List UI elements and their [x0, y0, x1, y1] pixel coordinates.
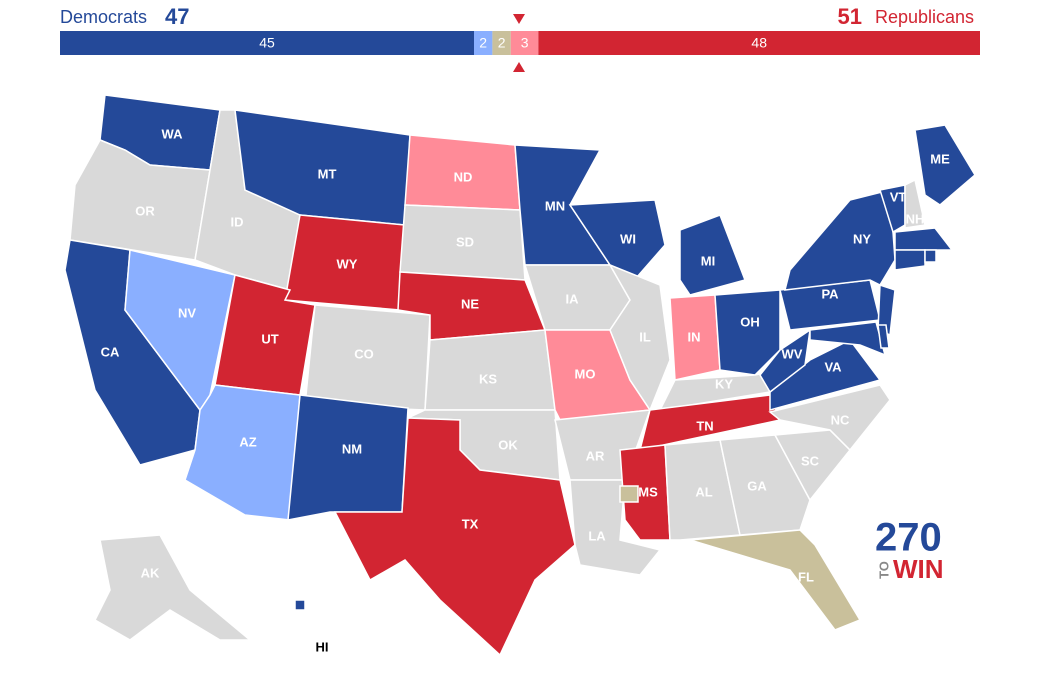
state-label: WY [337, 256, 358, 271]
state[interactable] [904, 178, 926, 229]
rep-total: 51 [838, 4, 862, 29]
state-label: AR [586, 448, 605, 463]
state-label: MT [318, 166, 337, 181]
state-label: AK [141, 565, 160, 580]
state-label: TX [462, 516, 479, 531]
state-label: IL [639, 329, 651, 344]
state-label: WA [162, 126, 184, 141]
state-label: NM [342, 441, 362, 456]
state-label: ID [231, 214, 244, 229]
state[interactable] [608, 263, 671, 412]
state[interactable] [877, 324, 890, 349]
state-label: NC [831, 412, 850, 427]
state[interactable] [784, 189, 896, 291]
state-label: WV [782, 346, 803, 361]
state[interactable] [619, 485, 639, 503]
state[interactable] [94, 534, 253, 641]
logo-to: TO [876, 561, 891, 579]
state-label: NH [906, 211, 925, 226]
seat-count: 48 [751, 35, 767, 51]
state-label: HI [316, 639, 329, 654]
state-label: KS [479, 371, 497, 386]
seat-count: 3 [521, 35, 529, 51]
state-label: PA [821, 286, 839, 301]
state[interactable] [679, 214, 746, 296]
seat-count: 2 [498, 35, 506, 51]
state-label: CO [354, 346, 374, 361]
state-label: SC [801, 453, 820, 468]
state-label: ME [930, 151, 950, 166]
state-label: LA [588, 528, 606, 543]
seat-bar: 45 2 2 3 48 [60, 31, 980, 55]
logo: 270 TO WIN [875, 516, 944, 584]
state[interactable] [714, 289, 781, 376]
state-label: ND [454, 169, 473, 184]
state-label: OK [498, 437, 518, 452]
state[interactable] [689, 529, 862, 631]
state[interactable] [924, 249, 937, 263]
state-label: UT [261, 331, 278, 346]
logo-win: WIN [893, 554, 944, 584]
dem-total: 47 [165, 4, 189, 29]
state-label: CA [101, 344, 120, 359]
majority-marker [513, 14, 525, 24]
state-label: MS [638, 484, 658, 499]
state-label: OH [740, 314, 760, 329]
state[interactable] [768, 384, 891, 452]
state[interactable] [914, 124, 976, 206]
state[interactable] [759, 328, 811, 394]
majority-marker [513, 62, 525, 72]
state[interactable] [619, 444, 671, 541]
state-label: NE [461, 296, 479, 311]
seat-count: 2 [479, 35, 487, 51]
state[interactable] [719, 434, 811, 536]
states: WA OR CA NV ID MT WY UT AZ CO NM ND SD NE KS OK TX MN IA MO… [64, 94, 976, 657]
state[interactable] [287, 394, 409, 521]
seat-segment [474, 31, 493, 55]
state-label: MN [545, 198, 565, 213]
state[interactable] [294, 599, 306, 611]
seat-segment [60, 31, 474, 55]
state-label: AL [695, 484, 712, 499]
state-label: FL [798, 569, 814, 584]
state-label: SD [456, 234, 474, 249]
state[interactable] [809, 321, 887, 357]
state-label: VA [824, 359, 842, 374]
state-label: TN [696, 418, 713, 433]
rep-label: Republicans [875, 7, 974, 27]
state-label: WI [620, 231, 636, 246]
seat-segment [538, 31, 980, 55]
state[interactable] [333, 417, 576, 657]
seat-segment [492, 31, 511, 55]
state-label: IA [566, 291, 580, 306]
state-label: VT [890, 189, 907, 204]
state-label: OR [135, 203, 155, 218]
state[interactable] [894, 227, 954, 251]
state-label: KY [715, 376, 733, 391]
state-label: NY [853, 231, 871, 246]
seat-segment [510, 31, 539, 55]
state-label: GA [747, 478, 767, 493]
state-label: IN [688, 329, 701, 344]
state[interactable] [424, 329, 556, 411]
state[interactable] [894, 249, 926, 271]
dem-label: Democrats [60, 7, 147, 27]
state-label: MI [701, 253, 715, 268]
state[interactable] [877, 283, 896, 337]
state-label: MO [575, 366, 596, 381]
logo-number: 270 [875, 516, 942, 560]
seat-count: 45 [259, 35, 275, 51]
state-label: NV [178, 305, 196, 320]
state-label: AZ [239, 434, 256, 449]
state[interactable] [568, 199, 666, 287]
